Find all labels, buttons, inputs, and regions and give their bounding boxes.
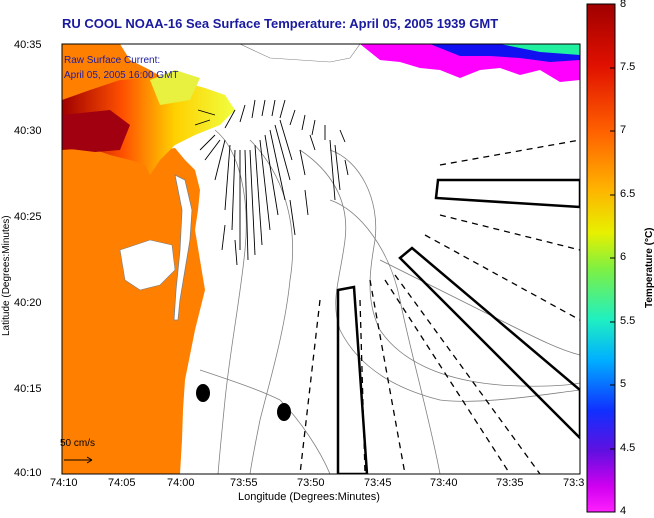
xtick-label: 73:40 — [430, 477, 458, 489]
sst-yellow-patch — [150, 70, 200, 105]
colorbar-tick: 5 — [620, 378, 627, 390]
ytick-label: 40:15 — [14, 383, 42, 395]
colorbar-tick: 6 — [620, 251, 627, 263]
colorbar-tick: 6.5 — [620, 188, 636, 200]
colorbar-tick: 5.5 — [620, 315, 636, 327]
xtick-label: 73:3 — [563, 477, 585, 489]
station-marker-1 — [196, 384, 210, 402]
xtick-label: 74:05 — [108, 477, 136, 489]
coastline-north — [239, 44, 361, 63]
colorbar-tick: 7 — [620, 124, 627, 136]
current-legend-time: April 05, 2005 16:00 GMT — [64, 70, 179, 81]
shrewsbury-river — [119, 239, 176, 291]
sst-cool-green — [500, 44, 580, 55]
scale-label: 50 cm/s — [60, 438, 96, 449]
colorbar-tick: 8 — [620, 0, 627, 10]
colorbar-tick: 7.5 — [620, 61, 636, 73]
new-jersey-land — [62, 140, 205, 474]
plot-frame — [61, 43, 581, 475]
colorbar-ticks — [610, 67, 615, 450]
xtick-label: 74:10 — [50, 477, 78, 489]
map-title: RU COOL NOAA-16 Sea Surface Temperature:… — [62, 16, 499, 31]
ytick-label: 40:20 — [14, 297, 42, 309]
station-marker-2 — [277, 403, 291, 421]
surface-current-vectors — [194, 99, 349, 266]
restricted-zones — [336, 178, 580, 474]
colorbar-tick: 4.5 — [620, 442, 636, 454]
xtick-label: 73:35 — [496, 477, 524, 489]
xtick-label: 73:45 — [364, 477, 392, 489]
ytick-label: 40:25 — [14, 211, 42, 223]
xtick-label: 73:50 — [297, 477, 325, 489]
xtick-label: 73:55 — [230, 477, 258, 489]
colorbar-title: Temperature (°C) — [644, 227, 654, 309]
sandy-hook — [173, 174, 193, 321]
x-axis-label: Longitude (Degrees:Minutes) — [238, 491, 380, 503]
ytick-label: 40:35 — [14, 39, 42, 51]
scale-arrow — [64, 456, 93, 464]
sst-hot-patch — [62, 110, 130, 152]
ytick-label: 40:10 — [14, 467, 42, 479]
ytick-label: 40:30 — [14, 125, 42, 137]
xtick-label: 74:00 — [167, 477, 195, 489]
y-axis-label: Latitude (Degrees:Minutes) — [1, 215, 12, 336]
colorbar-tick: 4 — [620, 505, 627, 517]
current-legend-label: Raw Surface Current: — [64, 55, 161, 66]
